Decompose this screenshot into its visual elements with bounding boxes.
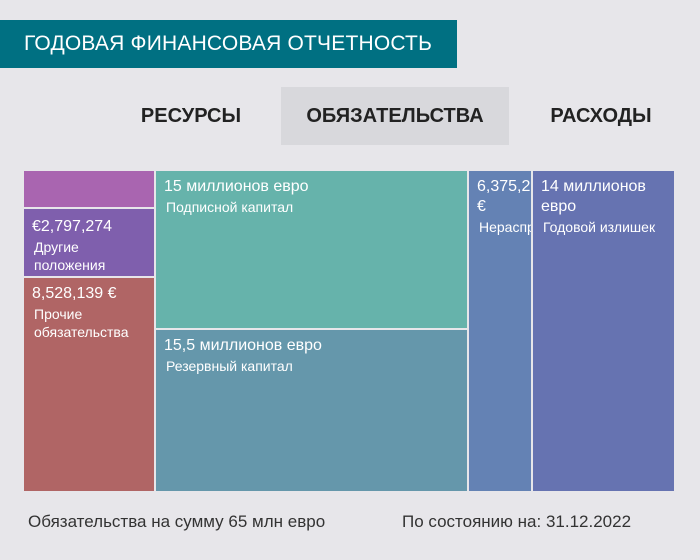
- treemap-cell[interactable]: 6,375,2 € Нераспределённая прибыль: [469, 171, 531, 491]
- treemap-cell[interactable]: [24, 171, 154, 207]
- cell-label: Годовой излишек: [543, 219, 656, 235]
- treemap-cell[interactable]: 15 миллионов евро Подписной капитал: [156, 171, 467, 328]
- page-title: ГОДОВАЯ ФИНАНСОВАЯ ОТЧЕТНОСТЬ: [0, 20, 457, 68]
- tab-resources[interactable]: РЕСУРСЫ: [140, 105, 242, 127]
- cell-label: Другие положения: [34, 239, 106, 273]
- cell-value: 6,375,2 €: [477, 178, 531, 215]
- cell-value: 8,528,139 €: [32, 285, 117, 302]
- cell-label: Нераспределённая прибыль: [479, 219, 531, 235]
- treemap-cell[interactable]: 15,5 миллионов евро Резервный капитал: [156, 330, 467, 491]
- tab-liabilities[interactable]: ОБЯЗАТЕЛЬСТВА: [281, 87, 509, 145]
- cell-label: Резервный капитал: [166, 358, 293, 374]
- total-summary: Обязательства на сумму 65 млн евро: [28, 512, 326, 531]
- cell-value: 14 миллионов евро: [541, 178, 646, 215]
- treemap-cell[interactable]: 14 миллионов евро Годовой излишек: [533, 171, 674, 491]
- treemap-cell[interactable]: €2,797,274 Другие положения: [24, 209, 154, 276]
- treemap-cell[interactable]: 8,528,139 € Прочие обязательства: [24, 278, 154, 491]
- cell-value: 15 миллионов евро: [164, 178, 309, 195]
- tab-expenses[interactable]: РАСХОДЫ: [550, 105, 652, 127]
- cell-label: Подписной капитал: [166, 199, 294, 215]
- report-date: По состоянию на: 31.12.2022: [402, 512, 632, 531]
- cell-value: 15,5 миллионов евро: [164, 337, 322, 354]
- cell-label: Прочие обязательства: [34, 306, 129, 340]
- cell-value: €2,797,274: [32, 218, 113, 235]
